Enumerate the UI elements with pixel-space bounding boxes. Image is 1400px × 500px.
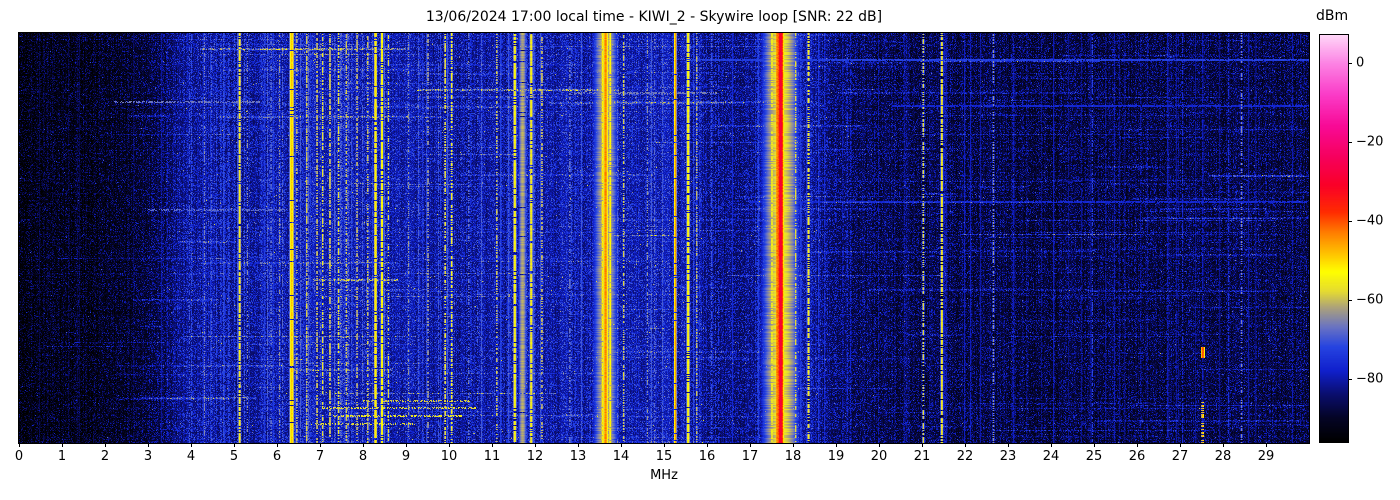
colorbar-tick-label: −80 <box>1356 371 1384 387</box>
x-tick-label: 13 <box>569 449 587 464</box>
x-tick-mark <box>1051 443 1052 447</box>
x-tick-mark <box>277 443 278 447</box>
colorbar-tick-mark <box>1348 220 1352 222</box>
x-tick-mark <box>793 443 794 447</box>
x-tick-mark <box>449 443 450 447</box>
x-tick-label: 9 <box>401 449 411 464</box>
x-tick-mark <box>707 443 708 447</box>
x-tick-label: 5 <box>229 449 239 464</box>
plot-area-frame <box>18 32 1310 444</box>
x-tick-mark <box>621 443 622 447</box>
x-tick-mark <box>19 443 20 447</box>
x-tick-label: 7 <box>315 449 325 464</box>
x-tick-mark <box>750 443 751 447</box>
x-tick-mark <box>234 443 235 447</box>
x-tick-label: 25 <box>1085 449 1103 464</box>
x-tick-label: 19 <box>827 449 845 464</box>
x-tick-label: 22 <box>956 449 974 464</box>
x-tick-label: 26 <box>1128 449 1146 464</box>
x-tick-mark <box>1094 443 1095 447</box>
colorbar-unit-label: dBm <box>1316 8 1349 24</box>
x-tick-label: 4 <box>186 449 196 464</box>
x-tick-mark <box>922 443 923 447</box>
x-tick-label: 17 <box>741 449 759 464</box>
x-tick-mark <box>578 443 579 447</box>
chart-title: 13/06/2024 17:00 local time - KIWI_2 - S… <box>425 9 883 25</box>
x-tick-mark <box>965 443 966 447</box>
x-tick-label: 0 <box>14 449 24 464</box>
colorbar-tick-label: −40 <box>1356 213 1384 229</box>
x-tick-mark <box>62 443 63 447</box>
x-tick-mark <box>1008 443 1009 447</box>
colorbar-frame <box>1319 34 1349 443</box>
spectrogram-heatmap-canvas <box>19 33 1309 443</box>
colorbar-tick-mark <box>1348 378 1352 380</box>
x-tick-label: 23 <box>999 449 1017 464</box>
x-tick-mark <box>1223 443 1224 447</box>
x-tick-label: 2 <box>100 449 110 464</box>
x-tick-label: 24 <box>1042 449 1060 464</box>
x-tick-mark <box>406 443 407 447</box>
x-tick-label: 27 <box>1171 449 1189 464</box>
x-tick-label: 3 <box>143 449 153 464</box>
x-tick-mark <box>836 443 837 447</box>
x-tick-mark <box>492 443 493 447</box>
x-tick-mark <box>320 443 321 447</box>
colorbar-tick-mark <box>1348 62 1352 64</box>
x-tick-label: 21 <box>913 449 931 464</box>
colorbar-tick-label: −20 <box>1356 134 1384 150</box>
x-tick-mark <box>105 443 106 447</box>
x-tick-label: 8 <box>358 449 368 464</box>
x-tick-label: 29 <box>1257 449 1275 464</box>
x-tick-label: 18 <box>784 449 802 464</box>
x-tick-mark <box>1180 443 1181 447</box>
x-tick-mark <box>363 443 364 447</box>
x-tick-mark <box>664 443 665 447</box>
x-tick-label: 11 <box>483 449 501 464</box>
colorbar-tick-label: −60 <box>1356 292 1384 308</box>
x-tick-mark <box>879 443 880 447</box>
x-tick-label: 28 <box>1214 449 1232 464</box>
colorbar-tick-label: 0 <box>1356 55 1365 71</box>
x-tick-label: 16 <box>698 449 716 464</box>
x-axis-label: MHz <box>650 468 678 483</box>
x-tick-mark <box>1266 443 1267 447</box>
x-tick-label: 20 <box>870 449 888 464</box>
x-tick-mark <box>535 443 536 447</box>
x-tick-mark <box>191 443 192 447</box>
x-tick-label: 1 <box>57 449 67 464</box>
x-tick-label: 12 <box>526 449 544 464</box>
x-tick-label: 14 <box>612 449 630 464</box>
colorbar-tick-mark <box>1348 141 1352 143</box>
x-tick-label: 6 <box>272 449 282 464</box>
x-tick-label: 15 <box>655 449 673 464</box>
x-tick-label: 10 <box>440 449 458 464</box>
x-tick-mark <box>148 443 149 447</box>
colorbar-gradient-canvas <box>1320 35 1348 442</box>
colorbar-tick-mark <box>1348 299 1352 301</box>
x-tick-mark <box>1137 443 1138 447</box>
